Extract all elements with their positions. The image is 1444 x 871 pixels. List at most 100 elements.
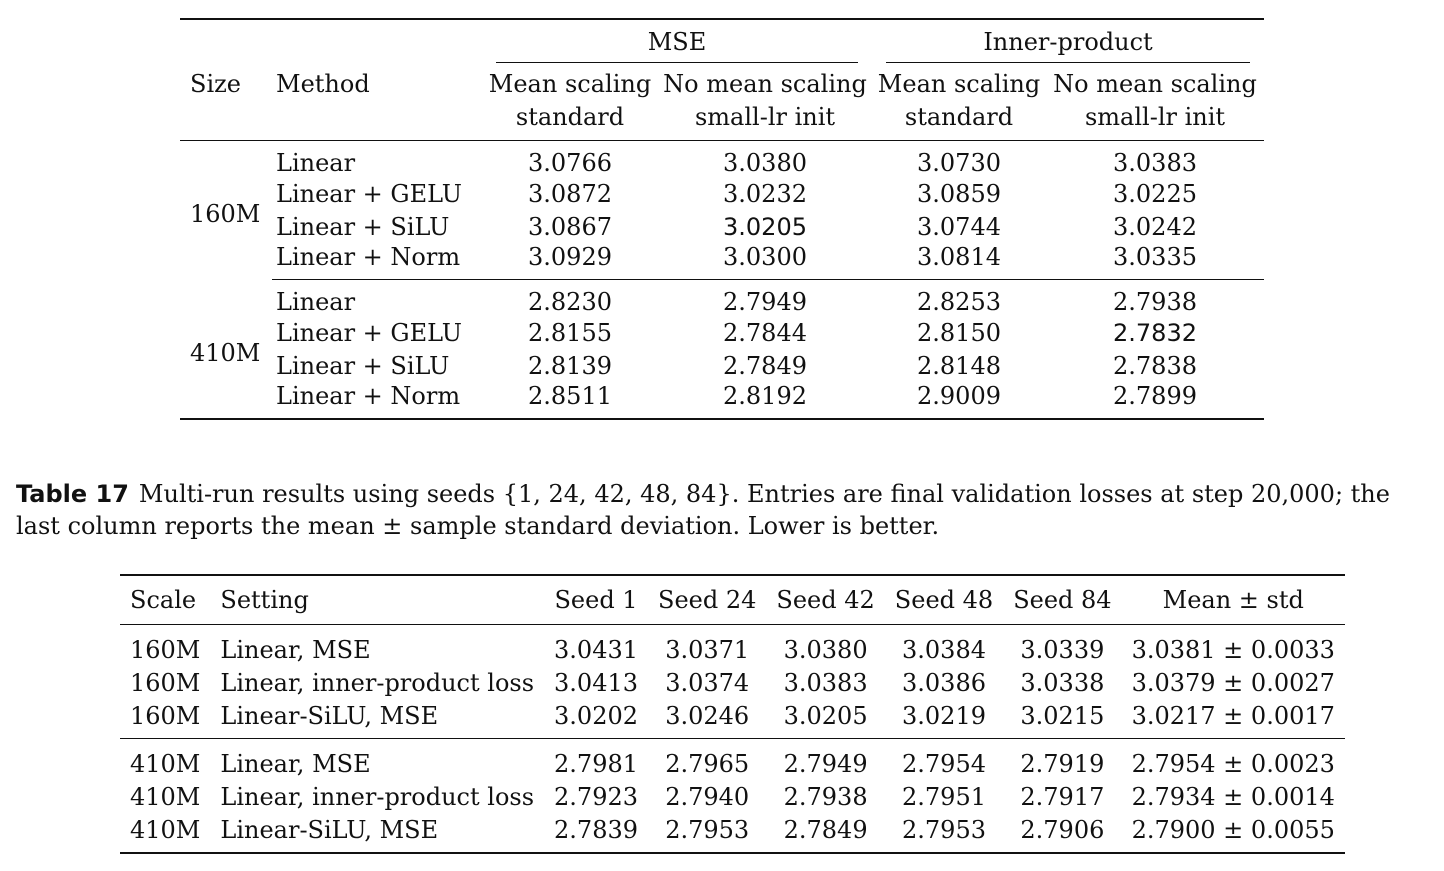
header-cell: Mean ± std <box>1121 575 1345 625</box>
value-cell: 2.7949 <box>783 749 868 778</box>
scale-cell: 160M <box>120 699 211 739</box>
value-cell: 2.7981 <box>554 749 639 778</box>
setting-cell: Linear, MSE <box>220 635 371 664</box>
method-cell: Linear <box>276 149 356 177</box>
header-group-inner-product: Inner-product <box>872 19 1264 68</box>
value-cell: 2.7953 <box>665 815 750 844</box>
value-cell: 2.7849 <box>783 815 868 844</box>
header-cell: Seed 84 <box>1003 575 1122 625</box>
value-cell: 3.0232 <box>723 179 807 208</box>
caption-label: Table 17 <box>16 480 129 508</box>
table-row: 410M Linear-SiLU, MSE 2.7839 2.7953 2.7849 2.… <box>120 813 1345 853</box>
size-cell: 410M <box>190 338 261 367</box>
header-cell: Seed 48 <box>884 575 1004 625</box>
table-row: Linear + GELU 2.8155 2.7844 2.8150 2.783… <box>180 316 1264 349</box>
value-cell: 3.0730 <box>917 149 1001 177</box>
value-cell: 3.0215 <box>1003 699 1122 739</box>
header-sub-col: Mean scaling standard <box>877 70 1041 131</box>
method-cell: Linear + Norm <box>272 243 482 280</box>
table-row: Linear + Norm 2.8511 2.8192 2.9009 2.789… <box>180 382 1264 419</box>
table-row: 160M Linear-SiLU, MSE 3.0202 3.0246 3.0205 3.… <box>120 699 1345 739</box>
value-cell: 3.0380 <box>783 635 868 664</box>
value-cell: 3.0814 <box>872 243 1047 280</box>
value-cell: 3.0867 <box>528 212 612 241</box>
scale-cell: 160M <box>130 635 201 664</box>
value-cell: 3.0374 <box>665 668 750 697</box>
table-row: Linear + SiLU 3.0867 3.0205 3.0744 3.024… <box>180 210 1264 243</box>
scale-cell: 410M <box>130 749 201 778</box>
caption-text: Multi-run results using seeds {1, 24, 42… <box>16 480 1390 540</box>
value-cell: 3.0338 <box>1020 668 1105 697</box>
header-cell: Seed 24 <box>648 575 767 625</box>
value-cell: 3.0371 <box>665 635 750 664</box>
value-cell: 2.7917 <box>1020 782 1105 811</box>
value-cell: 3.0217 ± 0.0017 <box>1121 699 1345 739</box>
value-cell: 3.0431 <box>554 635 639 664</box>
value-cell: 3.0300 <box>658 243 873 280</box>
value-cell: 2.7839 <box>554 815 639 844</box>
value-cell: 2.7953 <box>902 815 986 844</box>
value-cell: 2.8148 <box>917 351 1001 380</box>
value-cell: 3.0872 <box>528 179 612 208</box>
method-cell: Linear + SiLU <box>276 351 450 380</box>
method-cell: Linear + Norm <box>276 382 461 410</box>
value-cell: 2.7954 ± 0.0023 <box>1131 749 1335 778</box>
value-cell: 2.7844 <box>723 318 807 347</box>
table-row: Linear + GELU 3.0872 3.0232 3.0859 3.022… <box>180 177 1264 210</box>
value-cell: 3.0383 <box>1113 149 1197 177</box>
best-value-cell: 2.7832 <box>1113 318 1197 347</box>
value-cell: 3.0246 <box>648 699 767 739</box>
value-cell: 2.9009 <box>917 382 1001 410</box>
value-cell: 2.7900 ± 0.0055 <box>1131 815 1335 844</box>
value-cell: 3.0384 <box>902 635 986 664</box>
best-value-cell: 3.0205 <box>723 212 807 241</box>
value-cell: 3.0929 <box>482 243 658 280</box>
value-cell: 2.7949 <box>723 288 807 316</box>
table-row: 410M Linear, inner-product loss 2.7923 2.79… <box>120 780 1345 813</box>
scale-cell: 160M <box>130 668 201 697</box>
value-cell: 2.7954 <box>902 749 986 778</box>
value-cell: 2.8511 <box>528 382 612 410</box>
table-row: 410M Linear 2.8230 2.7949 2.8253 2.7938 <box>180 280 1264 367</box>
value-cell: 2.7940 <box>665 782 750 811</box>
value-cell: 2.8192 <box>723 382 807 410</box>
value-cell: 2.7934 ± 0.0014 <box>1131 782 1335 811</box>
setting-cell: Linear, MSE <box>220 749 371 778</box>
value-cell: 3.0202 <box>544 699 649 739</box>
table-row: Linear + Norm 3.0929 3.0300 3.0814 3.033… <box>180 243 1265 280</box>
table-row: 160M Linear, inner-product loss 3.0413 3.03… <box>120 666 1345 699</box>
value-cell: 3.0335 <box>1046 243 1265 280</box>
value-cell: 3.0379 ± 0.0027 <box>1131 668 1335 697</box>
method-cell: Linear + SiLU <box>276 212 450 241</box>
value-cell: 3.0339 <box>1020 635 1105 664</box>
value-cell: 3.0219 <box>884 699 1004 739</box>
table-row: 160M Linear, MSE 3.0431 3.0371 3.0380 3.0384 3… <box>120 625 1345 667</box>
table-row: 410M Linear, MSE 2.7981 2.7965 2.7949 2.7954 2… <box>120 739 1345 781</box>
scale-cell: 410M <box>130 815 201 844</box>
value-cell: 2.8155 <box>528 318 612 347</box>
header-sub-col: No mean scaling small-lr init <box>1053 70 1257 131</box>
value-cell: 3.0381 ± 0.0033 <box>1131 635 1335 664</box>
value-cell: 2.7899 <box>1113 382 1197 410</box>
size-cell: 160M <box>190 200 261 229</box>
header-group-mse: MSE <box>482 19 872 68</box>
value-cell: 2.8230 <box>528 288 612 316</box>
value-cell: 3.0859 <box>917 179 1001 208</box>
table-row: Linear + SiLU 2.8139 2.7849 2.8148 2.783… <box>180 349 1264 382</box>
value-cell: 2.8139 <box>528 351 612 380</box>
multi-run-table: Scale Setting Seed 1 Seed 24 Seed 42 Seed 48 S… <box>120 574 1345 854</box>
results-table-top: Size Method MSE Inner-product Mean scali… <box>180 18 1265 420</box>
value-cell: 2.7838 <box>1113 351 1197 380</box>
value-cell: 3.0205 <box>766 699 885 739</box>
setting-cell: Linear-SiLU, MSE <box>220 815 439 844</box>
value-cell: 2.7965 <box>665 749 750 778</box>
value-cell: 3.0386 <box>902 668 986 697</box>
value-cell: 3.0383 <box>783 668 868 697</box>
header-cell: Seed 1 <box>544 575 649 625</box>
value-cell: 2.7923 <box>554 782 639 811</box>
value-cell: 3.0380 <box>723 149 807 177</box>
value-cell: 2.8150 <box>917 318 1001 347</box>
header-cell: Seed 42 <box>766 575 885 625</box>
value-cell: 3.0225 <box>1113 179 1197 208</box>
value-cell: 2.7951 <box>902 782 986 811</box>
